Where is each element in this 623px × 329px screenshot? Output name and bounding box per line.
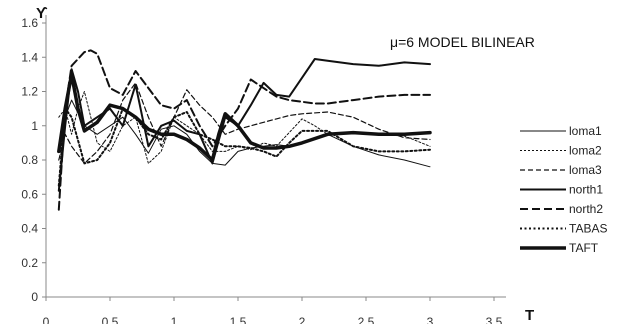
x-tick-label: 2	[299, 315, 306, 324]
series-line-taft	[57, 72, 432, 162]
x-tick-label: 1	[171, 315, 178, 324]
x-axis-title: T	[525, 307, 534, 324]
y-tick-label: 0.2	[21, 256, 38, 270]
y-axis-title: ϒ	[36, 5, 48, 22]
x-tick-label: 1.5	[230, 315, 247, 324]
legend-label-loma1: loma1	[569, 124, 602, 138]
legend-label-taft: TAFT	[569, 241, 599, 255]
y-tick-label: 1.2	[21, 85, 38, 99]
y-tick-label: 0.6	[21, 187, 38, 201]
x-tick-label: 3	[427, 315, 434, 324]
legend-label-north1: north1	[569, 183, 603, 197]
x-tick-label: 2.5	[358, 315, 375, 324]
y-tick-label: 0.8	[21, 153, 38, 167]
y-tick-label: 0	[31, 290, 38, 304]
axes-layer: 0 0.2 0.4 0.6 0.8 1 1.2 1.4 1.6 0 0.5 1 1.5 2 2.5 3 3.5	[21, 15, 506, 329]
legend-layer: loma1 loma2 loma3 north1 north2 TABAS TAFT	[520, 124, 607, 255]
legend-label-north2: north2	[569, 202, 603, 216]
x-tick-label: 3.5	[486, 315, 503, 324]
series-layer	[57, 49, 432, 211]
chart-title: μ=6 MODEL BILINEAR	[390, 34, 535, 50]
series-line-north1	[57, 58, 431, 192]
legend-label-loma3: loma3	[569, 163, 602, 177]
y-tick-label: 1.6	[21, 16, 38, 30]
x-tick-label: 0.5	[102, 315, 119, 324]
y-tick-label: 1	[31, 119, 38, 133]
legend-label-loma2: loma2	[569, 144, 602, 158]
series-line-tabas	[57, 107, 431, 187]
y-tick-label: 0.4	[21, 222, 38, 236]
x-tick-label: 0	[43, 315, 50, 324]
series-line-loma3	[58, 82, 431, 164]
legend-label-tabas: TABAS	[569, 222, 607, 236]
y-tick-label: 1.4	[21, 50, 38, 64]
